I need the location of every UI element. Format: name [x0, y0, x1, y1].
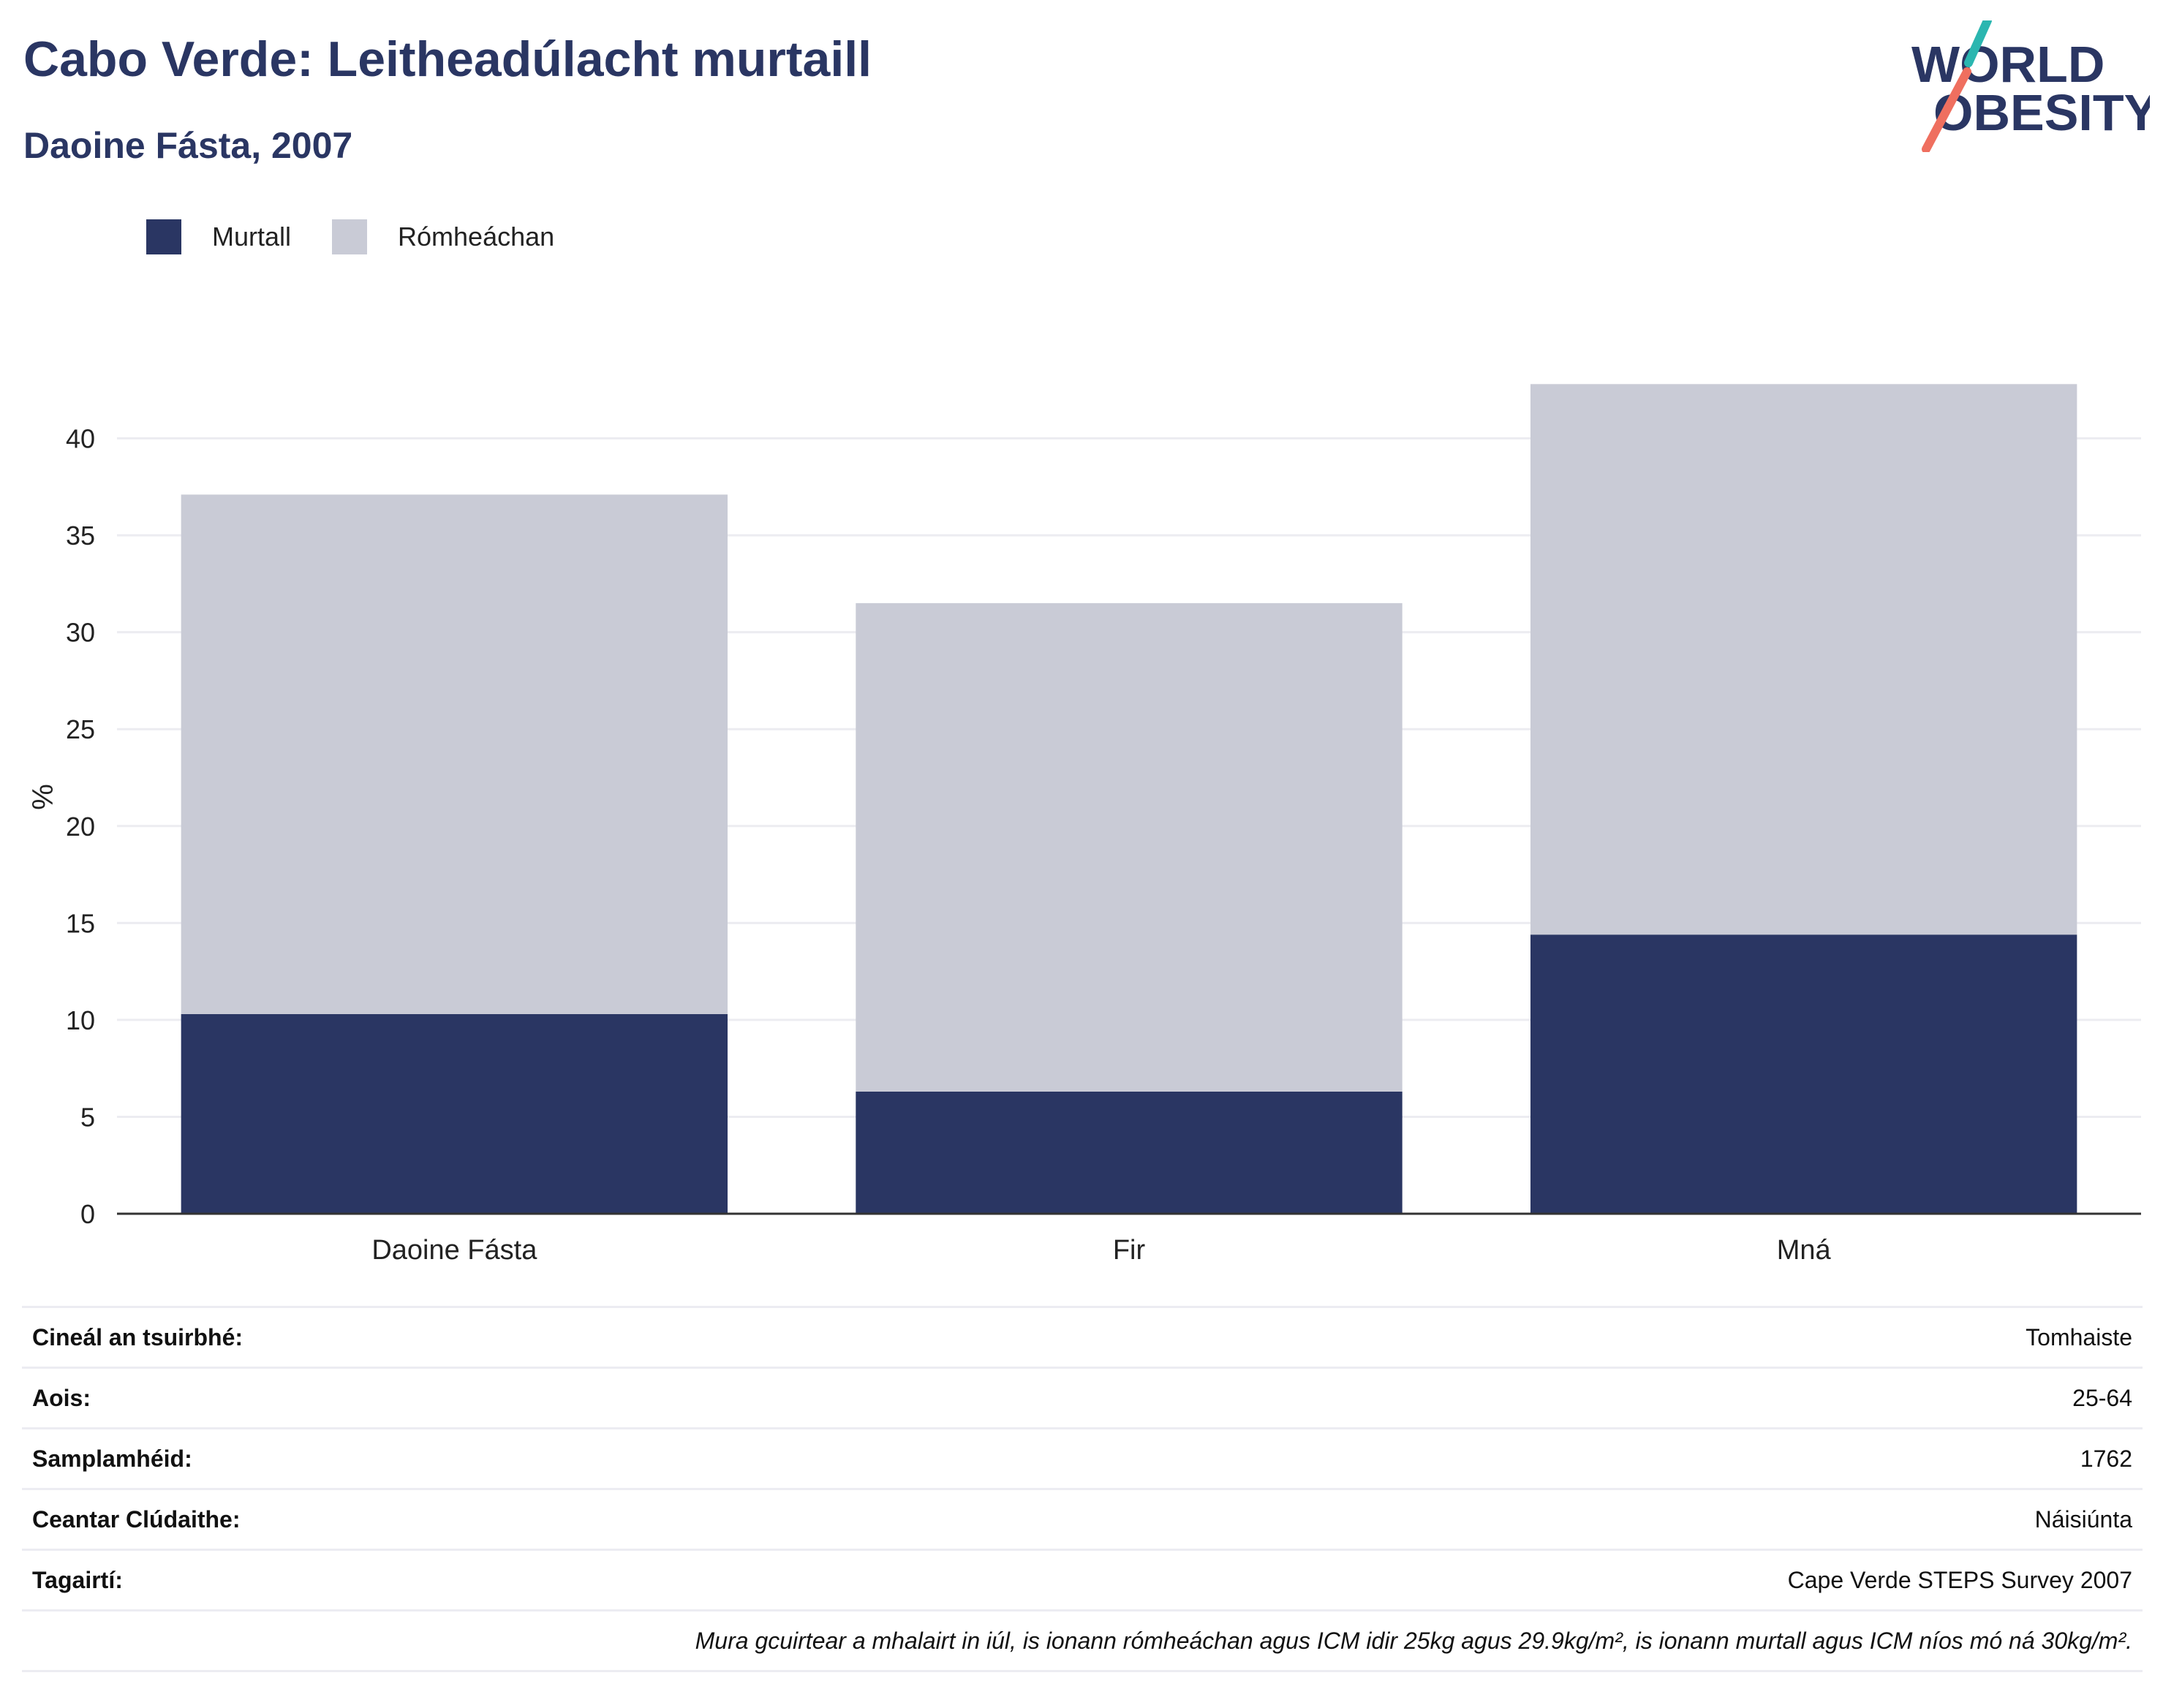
info-value-references: Cape Verde STEPS Survey 2007 [843, 1549, 2143, 1611]
table-row: Cineál an tsuirbhé: Tomhaiste [22, 1306, 2143, 1368]
legend-label-murtall: Murtall [212, 222, 292, 252]
table-row: Ceantar Clúdaithe: Náisiúnta [22, 1488, 2143, 1550]
y-tick-label: 10 [66, 1005, 95, 1035]
legend-item-romheachan[interactable]: Rómheáchan [332, 219, 554, 254]
footnote: Mura gcuirtear a mhalairt in iúl, is ion… [22, 1609, 2143, 1672]
bar [1530, 384, 2077, 935]
y-tick-label: 5 [80, 1102, 95, 1132]
page-subtitle: Daoine Fásta, 2007 [23, 125, 353, 166]
table-row: Samplamhéid: 1762 [22, 1427, 2143, 1489]
y-tick-label: 15 [66, 908, 95, 938]
x-tick-label: Daoine Fásta [371, 1235, 537, 1266]
logo-teal-stroke [1964, 20, 1992, 67]
page-title: Cabo Verde: Leitheadúlacht murtaill [23, 31, 872, 87]
info-label-survey-type: Cineál an tsuirbhé: [22, 1306, 844, 1368]
x-tick-label: Mná [1777, 1235, 1832, 1266]
bar [856, 1091, 1403, 1214]
bar [181, 1013, 728, 1214]
info-label-references: Tagairtí: [22, 1549, 844, 1611]
y-tick-label: 30 [66, 618, 95, 648]
x-tick-label: Fir [1113, 1235, 1146, 1266]
y-tick-label: 40 [66, 424, 95, 454]
table-row: Mura gcuirtear a mhalairt in iúl, is ion… [22, 1609, 2143, 1672]
chart-legend: Murtall Rómheáchan [146, 216, 595, 257]
logo-word-world: WORLD [1911, 36, 2105, 93]
bar [181, 494, 728, 1014]
bar [1530, 934, 2077, 1214]
logo-word-obesity: OBESITY [1933, 84, 2150, 141]
info-value-age: 25-64 [843, 1367, 2143, 1429]
info-value-sample-size: 1762 [843, 1427, 2143, 1489]
info-label-sample-size: Samplamhéid: [22, 1427, 844, 1489]
y-tick-label: 35 [66, 521, 95, 551]
bar [856, 602, 1403, 1092]
logo-coral-stroke [1922, 67, 1971, 152]
info-label-age: Aois: [22, 1367, 844, 1429]
legend-label-romheachan: Rómheáchan [398, 222, 555, 252]
info-label-area-covered: Ceantar Clúdaithe: [22, 1488, 844, 1550]
info-value-survey-type: Tomhaiste [843, 1306, 2143, 1368]
bar-chart: 0 5 10 15 20 25 30 35 40 Daoine Fásta Fir Mná% [27, 384, 2141, 1266]
info-value-area-covered: Náisiúnta [843, 1488, 2143, 1550]
survey-info-table: Cineál an tsuirbhé: Tomhaiste Aois: 25-6… [22, 1306, 2143, 1672]
world-obesity-logo: WORLD OBESITY [1911, 20, 2150, 152]
y-tick-label: 25 [66, 714, 95, 744]
y-tick-label: 0 [80, 1199, 95, 1229]
y-tick-label: 20 [66, 812, 95, 842]
table-row: Tagairtí: Cape Verde STEPS Survey 2007 [22, 1549, 2143, 1611]
legend-swatch-romheachan [332, 219, 368, 254]
y-axis-label: % [27, 784, 59, 810]
legend-item-murtall[interactable]: Murtall [146, 219, 291, 254]
legend-swatch-murtall [146, 219, 181, 254]
table-row: Aois: 25-64 [22, 1367, 2143, 1429]
